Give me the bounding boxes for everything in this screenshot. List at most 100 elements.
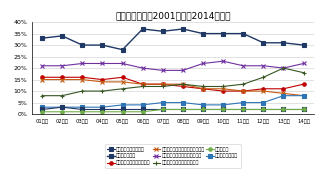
個人の生活と仕事を両立させたい [60,78,64,81]
Title: 就職観の推移（2001年卒～2014年卒）: 就職観の推移（2001年卒～2014年卒） [115,11,230,20]
楽しく働きたい [161,30,165,32]
個人の生活と仕事を両立させたい [40,78,44,81]
楽しく働きたい [181,28,185,30]
個人さえよければよい [302,108,306,111]
社会に貢献したい [40,106,44,108]
人のためになる仕事をしたい [121,88,124,90]
個人さえよければよい [161,108,165,111]
人のためになる仕事をしたい [302,72,306,74]
個人さえよければよい [80,108,84,111]
個人の生活と仕事を両立させたい [181,83,185,85]
人のためになる仕事をしたい [100,90,104,92]
自分の夢のために働きたい [282,88,285,90]
楽しく働きたい [100,44,104,46]
Line: 人のためになる仕事をしたい: 人のためになる仕事をしたい [40,66,306,98]
プライドの持てる仕事をしたい [161,69,165,71]
社会に貢献したい [181,102,185,104]
自分の夢のために働きたい [201,88,205,90]
出世したい [282,108,285,111]
個人さえよければよい [100,108,104,111]
出世したい [60,111,64,113]
出世したい [161,108,165,111]
出世したい [221,108,225,111]
人のためになる仕事をしたい [80,90,84,92]
個人さえよければよい [141,108,145,111]
プライドの持てる仕事をしたい [201,62,205,65]
出世したい [80,111,84,113]
プライドの持てる仕事をしたい [241,65,245,67]
個人の生活と仕事を両立させたい [100,81,104,83]
個人の生活と仕事を両立させたい [80,78,84,81]
プライドの持てる仕事をしたい [181,69,185,71]
自分の夢のために働きたい [181,85,185,88]
個人の生活と仕事を両立させたい [302,95,306,97]
プライドの持てる仕事をしたい [221,60,225,62]
出世したい [181,108,185,111]
プライドの持てる仕事をしたい [60,65,64,67]
個人さえよければよい [201,108,205,111]
自分の夢のために働きたい [161,83,165,85]
出世したい [241,108,245,111]
人のためになる仕事をしたい [60,95,64,97]
人のためになる仕事をしたい [241,83,245,85]
個人の生活と仕事を両立させたい [201,88,205,90]
個人さえよければよい [241,108,245,111]
自分の夢のために働きたい [40,76,44,78]
自分の夢のために働きたい [100,78,104,81]
出世したい [121,111,124,113]
Line: 社会に貢献したい: 社会に貢献したい [40,94,305,109]
プライドの持てる仕事をしたい [302,62,306,65]
個人の生活と仕事を両立させたい [261,90,265,92]
人のためになる仕事をしたい [221,85,225,88]
個人さえよければよい [221,108,225,111]
社会に貢献したい [261,102,265,104]
Line: 自分の夢のために働きたい: 自分の夢のために働きたい [40,76,305,93]
楽しく働きたい [302,44,306,46]
楽しく働きたい [201,32,205,35]
個人の生活と仕事を両立させたい [241,90,245,92]
社会に貢献したい [241,102,245,104]
プライドの持てる仕事をしたい [121,62,124,65]
社会に貢献したい [141,104,145,106]
人のためになる仕事をしたい [282,67,285,69]
個人の生活と仕事を両立させたい [141,83,145,85]
人のためになる仕事をしたい [181,83,185,85]
個人さえよければよい [60,106,64,108]
自分の夢のために働きたい [80,76,84,78]
個人さえよければよい [40,108,44,111]
自分の夢のために働きたい [121,76,124,78]
社会に貢献したい [282,95,285,97]
個人さえよければよい [261,108,265,111]
個人の生活と仕事を両立させたい [121,81,124,83]
人のためになる仕事をしたい [40,95,44,97]
プライドの持てる仕事をしたい [40,65,44,67]
社会に貢献したい [302,95,306,97]
社会に貢献したい [201,104,205,106]
出世したい [201,108,205,111]
人のためになる仕事をしたい [201,85,205,88]
人のためになる仕事をしたい [161,85,165,88]
自分の夢のために働きたい [241,90,245,92]
楽しく働きたい [241,32,245,35]
プライドの持てる仕事をしたい [100,62,104,65]
出世したい [261,108,265,111]
社会に貢献したい [60,106,64,108]
自分の夢のために働きたい [302,83,306,85]
出世したい [141,111,145,113]
楽しく働きたい [40,37,44,39]
Line: 楽しく働きたい: 楽しく働きたい [40,27,305,51]
個人の生活と仕事を両立させたい [221,88,225,90]
Line: プライドの持てる仕事をしたい: プライドの持てる仕事をしたい [40,59,306,72]
個人の生活と仕事を両立させたい [282,92,285,95]
Line: 出世したい: 出世したい [40,108,305,114]
人のためになる仕事をしたい [141,85,145,88]
自分の夢のために働きたい [261,88,265,90]
出世したい [100,111,104,113]
社会に貢献したい [80,106,84,108]
自分の夢のために働きたい [221,90,225,92]
出世したい [302,108,306,111]
プライドの持てる仕事をしたい [141,67,145,69]
Legend: 個人さえよければよい, 楽しく働きたい, 自分の夢のために働きたい, 個人の生活と仕事を両立させたい, プライドの持てる仕事をしたい, 人のためになる仕事をした: 個人さえよければよい, 楽しく働きたい, 自分の夢のために働きたい, 個人の生活… [105,144,241,168]
プライドの持てる仕事をしたい [282,67,285,69]
楽しく働きたい [141,28,145,30]
